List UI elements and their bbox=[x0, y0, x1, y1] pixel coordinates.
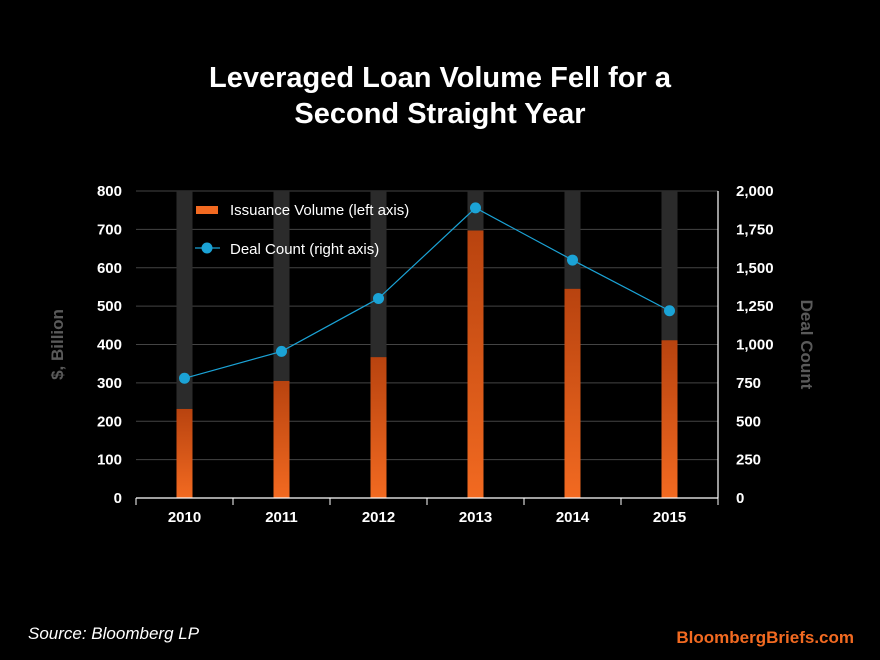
bar-2010 bbox=[176, 408, 193, 498]
y-tick-right-6: 1,500 bbox=[736, 260, 774, 277]
y-tick-left-6: 600 bbox=[97, 260, 122, 277]
bar-2014 bbox=[564, 288, 581, 498]
chart-title: Leveraged Loan Volume Fell for a Second … bbox=[209, 62, 671, 130]
y-tick-left-2: 200 bbox=[97, 413, 122, 430]
y-tick-left-0: 0 bbox=[114, 490, 122, 507]
deal-count-point-2012 bbox=[373, 292, 384, 304]
grid-lines bbox=[136, 190, 718, 461]
deal-count-line bbox=[179, 202, 675, 384]
legend-swatch-issuance bbox=[196, 206, 218, 214]
deal-count-point-2011 bbox=[276, 345, 287, 357]
y-tick-right-7: 1,750 bbox=[736, 221, 774, 238]
y-tick-left-8: 800 bbox=[97, 183, 122, 200]
legend: Issuance Volume (left axis) Deal Count (r… bbox=[195, 202, 409, 258]
legend-label-issuance: Issuance Volume (left axis) bbox=[230, 202, 409, 219]
y-tick-right-2: 500 bbox=[736, 413, 761, 430]
legend-label-deal-count: Deal Count (right axis) bbox=[230, 241, 379, 258]
deal-count-point-2014 bbox=[567, 254, 578, 266]
y-axis-title-right: Deal Count bbox=[797, 300, 816, 390]
bar-2013 bbox=[467, 230, 484, 498]
y-tick-right-3: 750 bbox=[736, 375, 761, 392]
bars bbox=[176, 230, 678, 498]
deal-count-point-2015 bbox=[664, 305, 675, 317]
x-tick-2011: 2011 bbox=[265, 509, 298, 526]
y-tick-left-1: 100 bbox=[97, 452, 122, 469]
y-tick-left-5: 500 bbox=[97, 298, 122, 315]
x-tick-2010: 2010 bbox=[168, 509, 201, 526]
axes bbox=[135, 191, 719, 505]
y-axis-title-left: $, Billion bbox=[48, 309, 67, 380]
x-tick-2013: 2013 bbox=[459, 509, 492, 526]
axis-labels: 0 0 100 250 200 500 300 750 400 1,000 500 1,250 600 1… bbox=[48, 183, 816, 526]
y-tick-left-4: 400 bbox=[97, 337, 122, 354]
y-tick-left-7: 700 bbox=[97, 221, 122, 238]
deal-count-point-2010 bbox=[179, 372, 190, 384]
legend-marker-deal-count bbox=[201, 242, 213, 254]
y-tick-right-5: 1,250 bbox=[736, 298, 774, 315]
bar-2015 bbox=[661, 340, 678, 498]
y-tick-right-8: 2,000 bbox=[736, 183, 774, 200]
deal-count-polyline bbox=[184, 207, 670, 379]
deal-count-point-2013 bbox=[470, 202, 481, 214]
x-tick-2012: 2012 bbox=[362, 509, 395, 526]
y-tick-right-4: 1,000 bbox=[736, 337, 774, 354]
brand-logo: BloombergBriefs.com bbox=[676, 628, 854, 647]
y-tick-right-1: 250 bbox=[736, 452, 761, 469]
y-tick-right-0: 0 bbox=[736, 490, 744, 507]
bar-2011 bbox=[273, 380, 290, 498]
x-tick-2015: 2015 bbox=[653, 509, 686, 526]
bar-2012 bbox=[370, 357, 387, 498]
x-tick-2014: 2014 bbox=[556, 509, 590, 526]
y-tick-left-3: 300 bbox=[97, 375, 122, 392]
source-note: Source: Bloomberg LP bbox=[28, 624, 200, 643]
